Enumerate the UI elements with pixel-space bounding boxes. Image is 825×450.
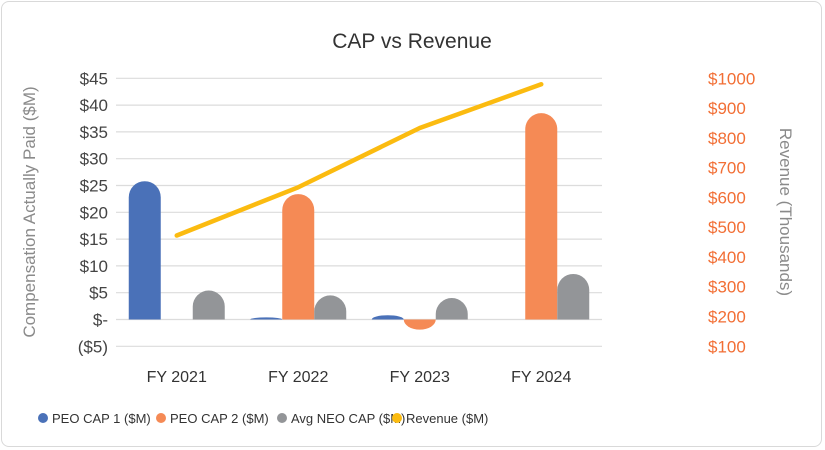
- bar-avg-neo-cap-m: [557, 273, 590, 320]
- chart-title: CAP vs Revenue: [332, 30, 492, 53]
- bar-avg-neo-cap-m: [192, 290, 225, 320]
- x-tick-label: FY 2022: [268, 369, 328, 386]
- legend-marker-icon: [392, 413, 402, 423]
- y-tick-label: $15: [80, 230, 108, 249]
- y-tick-label: $5: [89, 284, 108, 303]
- y2-tick-label: $1000: [708, 69, 755, 88]
- bar-avg-neo-cap-m: [435, 298, 468, 320]
- bar-avg-neo-cap-m: [314, 295, 347, 320]
- y-tick-label: ($5): [78, 337, 108, 356]
- legend-item: PEO CAP 1 ($M): [38, 411, 151, 426]
- y-tick-label: $20: [80, 203, 108, 222]
- bar-peo-cap-2-m: [525, 113, 558, 320]
- y-tick-label: $-: [93, 311, 108, 330]
- y-tick-label: $10: [80, 257, 108, 276]
- legend-label: PEO CAP 1 ($M): [52, 411, 151, 426]
- y2-tick-label: $400: [708, 248, 746, 267]
- y-tick-label: $30: [80, 150, 108, 169]
- y2-tick-label: $100: [708, 337, 746, 356]
- legend-marker-icon: [156, 413, 166, 423]
- legend-label: Avg NEO CAP ($M): [291, 411, 405, 426]
- legend-item: Revenue ($M): [392, 411, 488, 426]
- y-tick-label: $40: [80, 96, 108, 115]
- y2-tick-label: $700: [708, 159, 746, 178]
- y2-tick-label: $600: [708, 188, 746, 207]
- y2-axis-label: Revenue (Thousands): [776, 128, 795, 296]
- bar-peo-cap-1-m: [371, 315, 404, 320]
- y2-tick-label: $900: [708, 99, 746, 118]
- bar-peo-cap-1-m: [250, 317, 283, 320]
- bar-peo-cap-1-m: [128, 181, 161, 320]
- y2-tick-label: $800: [708, 129, 746, 148]
- y-tick-label: $35: [80, 123, 108, 142]
- y2-tick-label: $300: [708, 278, 746, 297]
- legend-marker-icon: [277, 413, 287, 423]
- y2-tick-label: $500: [708, 218, 746, 237]
- legend-item: Avg NEO CAP ($M): [277, 411, 405, 426]
- legend-item: PEO CAP 2 ($M): [156, 411, 269, 426]
- x-tick-label: FY 2021: [147, 369, 207, 386]
- x-tick-label: FY 2023: [390, 369, 450, 386]
- bar-peo-cap-2-m: [282, 194, 315, 320]
- legend-label: Revenue ($M): [406, 411, 488, 426]
- y-tick-label: $25: [80, 177, 108, 196]
- bar-peo-cap-2-m: [403, 319, 436, 330]
- y-axis-label: Compensation Actually Paid ($M): [20, 86, 39, 337]
- y2-tick-label: $200: [708, 308, 746, 327]
- legend-label: PEO CAP 2 ($M): [170, 411, 269, 426]
- x-tick-label: FY 2024: [511, 369, 571, 386]
- y-tick-label: $45: [80, 69, 108, 88]
- revenue-line: [174, 82, 544, 238]
- legend-marker-icon: [38, 413, 48, 423]
